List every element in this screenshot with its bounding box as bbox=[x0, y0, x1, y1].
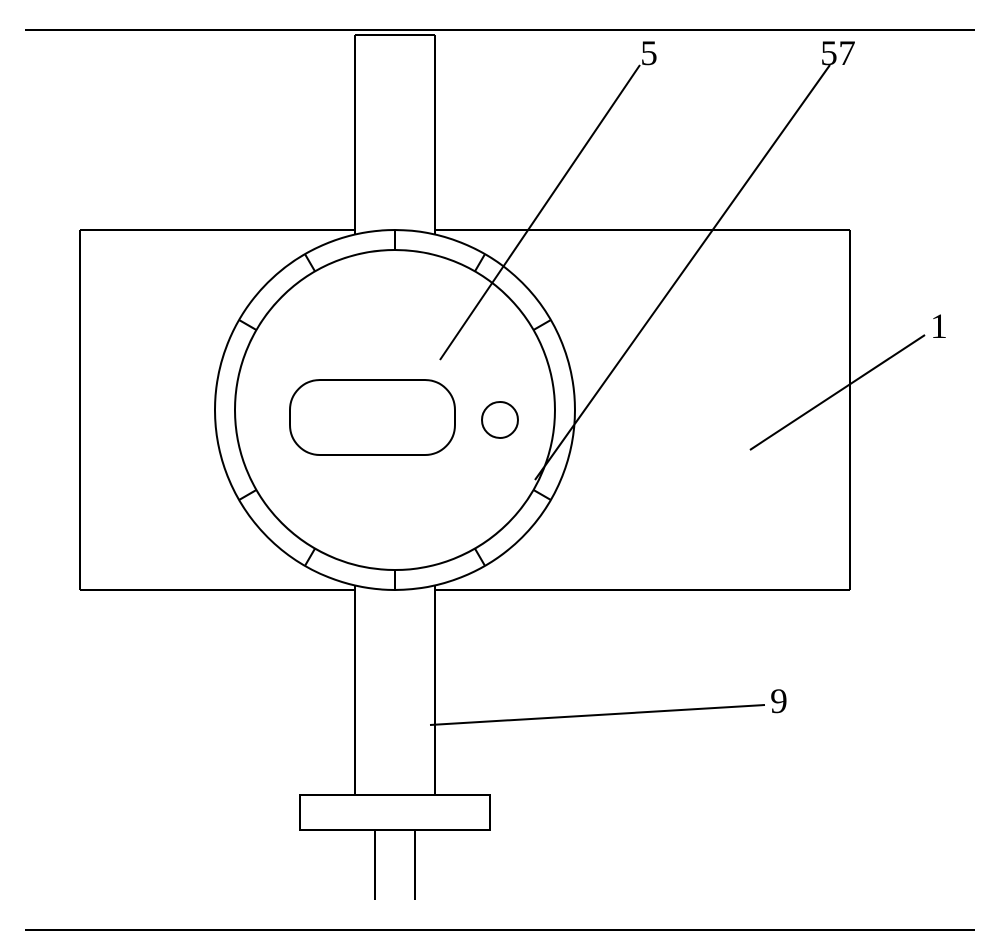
callout-label-57: 57 bbox=[820, 32, 856, 74]
callout-label-5: 5 bbox=[640, 32, 658, 74]
callout-label-1: 1 bbox=[930, 305, 948, 347]
callout-label-9: 9 bbox=[770, 680, 788, 722]
technical-drawing bbox=[0, 0, 1000, 950]
